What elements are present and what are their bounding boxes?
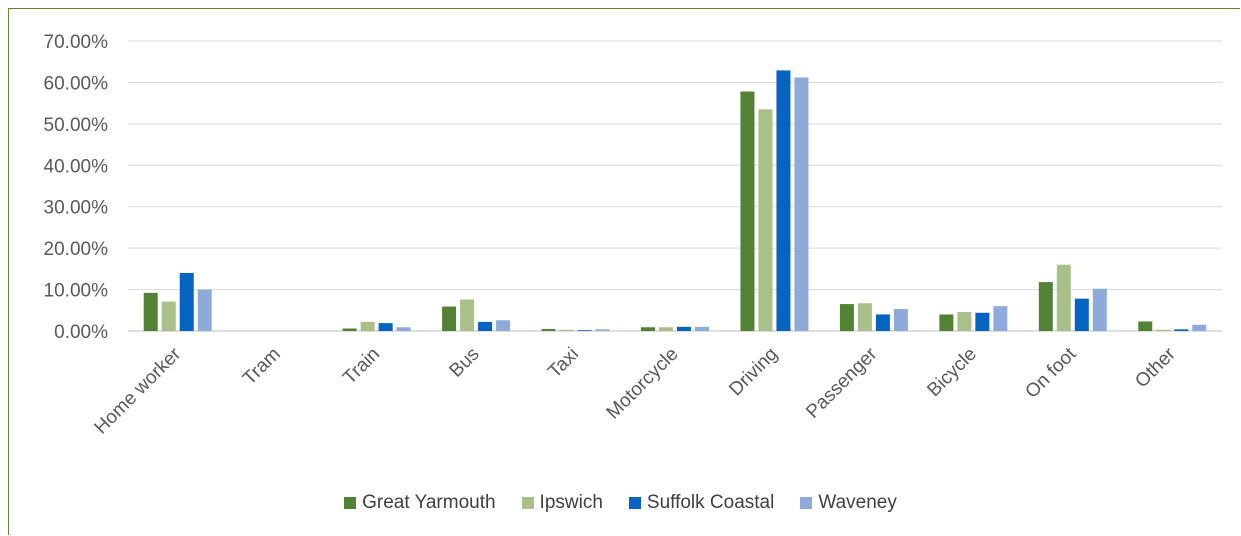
bar [595,329,610,331]
bar [776,70,791,332]
bar [496,320,511,331]
x-tick-label: Tram [239,344,285,390]
bar [740,91,755,332]
bar [758,109,773,331]
chart-legend: Great Yarmouth Ipswich Suffolk Coastal Wave… [0,492,1241,514]
bar [993,306,1008,331]
y-tick-label: 30.00% [44,198,109,219]
x-tick-label: Bus [446,344,484,382]
legend-swatch [521,497,534,509]
bar [1074,298,1089,331]
legend-swatch [628,497,641,509]
legend-item: Ipswich [521,492,603,514]
y-tick-label: 40.00% [44,156,109,177]
bar [641,327,655,331]
y-tick-label: 0.00% [54,322,108,343]
bar [197,289,212,331]
x-tick-label: Driving [725,344,782,401]
bar [1174,329,1189,331]
legend-item: Suffolk Coastal [628,492,775,514]
bar [342,328,357,331]
bar [478,321,493,331]
legend-label: Great Yarmouth [362,492,496,513]
bar [360,321,375,331]
x-tick-label: Home worker [91,343,186,438]
bar [695,326,709,331]
legend-item: Waveney [800,492,897,514]
bar [1138,321,1153,331]
bar [460,299,475,331]
bar [577,330,592,331]
bar [875,314,890,331]
x-tick-label: Motorcycle [603,344,683,424]
bar [442,306,457,331]
x-tick-label: Taxi [544,344,583,383]
legend-swatch [800,497,813,509]
x-tick-label: Bicycle [923,344,980,401]
y-tick-label: 50.00% [44,115,109,136]
bar [677,326,691,331]
x-tick-label: Passenger [802,343,882,423]
y-tick-label: 60.00% [44,73,109,94]
bar [1038,282,1053,331]
legend-label: Waveney [818,492,897,513]
bar [143,292,158,331]
bar [1156,329,1171,331]
bar [957,311,972,331]
legend-label: Suffolk Coastal [646,492,775,513]
bar [161,301,176,331]
bar [857,303,872,331]
bar [1192,324,1207,331]
bar [396,327,411,331]
y-tick-label: 10.00% [44,281,109,302]
bar [839,304,854,331]
y-tick-label: 70.00% [44,32,109,53]
chart-frame [8,8,1240,535]
bar [893,309,908,331]
bar [659,327,673,331]
bar [559,329,574,331]
bar [541,328,556,331]
legend-item: Great Yarmouth [344,492,496,514]
x-tick-label: Other [1131,343,1180,392]
bar [794,77,809,331]
bar [975,312,990,331]
legend-label: Ipswich [539,492,603,513]
bar [939,314,954,331]
bar [378,323,393,331]
bar [179,273,194,331]
legend-swatch [344,497,357,509]
bar [1092,288,1107,331]
bar [1056,264,1071,331]
x-tick-label: On foot [1021,343,1080,402]
x-tick-label: Train [339,344,384,389]
y-tick-label: 20.00% [44,239,109,260]
